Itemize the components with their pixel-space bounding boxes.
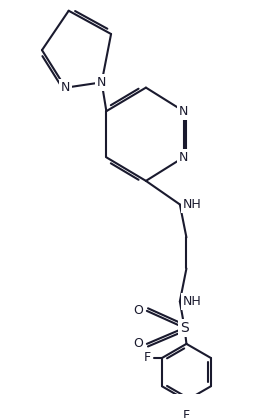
Text: N: N [179, 104, 188, 117]
Text: F: F [183, 409, 190, 418]
Text: N: N [179, 151, 188, 164]
Text: NH: NH [183, 198, 201, 211]
Text: S: S [180, 321, 189, 335]
Text: NH: NH [183, 295, 201, 308]
Text: O: O [133, 304, 143, 317]
Text: F: F [143, 352, 150, 364]
Text: N: N [97, 76, 106, 89]
Text: O: O [133, 337, 143, 350]
Text: N: N [61, 81, 70, 94]
